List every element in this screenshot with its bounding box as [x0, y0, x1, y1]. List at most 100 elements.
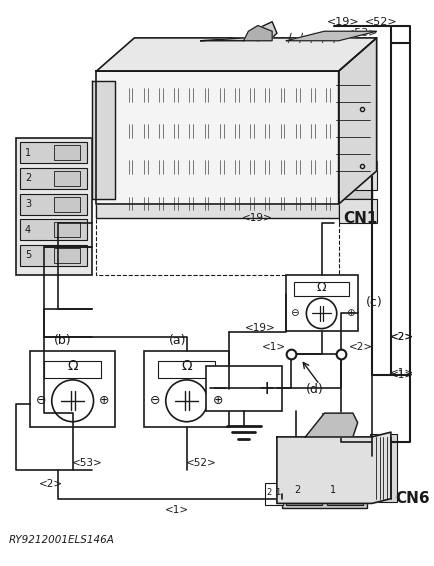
Bar — [307, 153, 319, 181]
Bar — [171, 189, 182, 217]
Text: <53>: <53> — [346, 28, 378, 38]
Bar — [201, 80, 212, 109]
Text: <2>: <2> — [390, 332, 414, 342]
Bar — [247, 117, 258, 145]
Bar — [54, 171, 80, 186]
Polygon shape — [277, 432, 391, 503]
Bar — [96, 147, 114, 168]
Bar — [216, 117, 227, 145]
Bar — [307, 80, 319, 109]
Text: 4: 4 — [25, 225, 31, 235]
Bar — [292, 153, 303, 181]
Bar — [322, 413, 349, 424]
Bar — [54, 145, 80, 160]
Text: <2>: <2> — [39, 479, 63, 490]
Text: <1>: <1> — [262, 342, 286, 351]
Bar — [96, 199, 339, 218]
Text: (d): (d) — [306, 383, 324, 396]
Text: (b): (b) — [54, 333, 72, 346]
Text: <1>: <1> — [390, 368, 414, 378]
Text: 2: 2 — [266, 487, 272, 496]
Circle shape — [166, 380, 207, 422]
Polygon shape — [286, 31, 377, 41]
Bar — [339, 161, 377, 190]
Text: −: − — [212, 379, 228, 398]
Text: ⊖: ⊖ — [36, 395, 46, 408]
Text: <53>: <53> — [72, 457, 102, 468]
Bar — [186, 80, 197, 109]
Bar — [277, 153, 288, 181]
Bar — [286, 482, 322, 505]
Text: Ω: Ω — [67, 359, 78, 372]
Bar — [186, 189, 197, 217]
Bar — [155, 189, 167, 217]
Bar — [54, 196, 80, 212]
Bar — [322, 153, 334, 181]
Bar — [370, 434, 397, 503]
Bar — [286, 276, 358, 331]
Bar — [329, 423, 342, 432]
Polygon shape — [96, 71, 339, 204]
Bar — [155, 80, 167, 109]
Text: 1: 1 — [275, 487, 280, 496]
Text: <1>: <1> — [165, 505, 189, 515]
Bar — [125, 117, 136, 145]
Bar — [247, 189, 258, 217]
Bar — [327, 482, 363, 505]
Bar — [292, 189, 303, 217]
Text: 2: 2 — [25, 174, 31, 183]
Bar — [140, 117, 151, 145]
Text: ⊕: ⊕ — [99, 395, 109, 408]
Bar — [262, 153, 273, 181]
Text: CN1: CN1 — [343, 211, 378, 226]
Bar — [206, 366, 282, 411]
Bar — [277, 80, 288, 109]
Bar — [292, 80, 303, 109]
Text: 1: 1 — [25, 148, 31, 158]
Polygon shape — [339, 38, 377, 204]
Bar — [294, 282, 349, 296]
Text: <52>: <52> — [365, 17, 398, 27]
Text: (c): (c) — [365, 295, 382, 308]
Bar — [186, 153, 197, 181]
Bar — [247, 153, 258, 181]
Bar — [125, 80, 136, 109]
Bar — [20, 220, 87, 240]
Bar — [140, 189, 151, 217]
Circle shape — [306, 298, 337, 329]
Bar — [231, 80, 243, 109]
Polygon shape — [92, 80, 115, 199]
Text: <19>: <19> — [327, 17, 360, 27]
Bar — [266, 482, 283, 505]
Bar — [125, 189, 136, 217]
Bar — [201, 117, 212, 145]
Bar — [322, 189, 334, 217]
Bar — [171, 117, 182, 145]
Bar — [20, 168, 87, 189]
Text: ⊕: ⊕ — [345, 308, 355, 319]
Bar — [247, 80, 258, 109]
Bar — [186, 117, 197, 145]
Bar — [144, 351, 230, 427]
Bar — [54, 222, 80, 237]
Bar — [125, 153, 136, 181]
Bar — [262, 117, 273, 145]
Bar — [322, 80, 334, 109]
Polygon shape — [201, 22, 277, 41]
Bar — [140, 153, 151, 181]
Text: Ω: Ω — [317, 281, 326, 294]
Bar — [44, 361, 101, 378]
Bar — [96, 71, 339, 276]
Text: <2>: <2> — [349, 342, 372, 351]
Bar — [140, 80, 151, 109]
Bar — [201, 153, 212, 181]
Bar — [216, 153, 227, 181]
Text: <2>: <2> — [390, 332, 414, 342]
Text: 5: 5 — [25, 250, 31, 260]
Bar — [201, 189, 212, 217]
Text: Ω: Ω — [181, 359, 192, 372]
Bar — [292, 117, 303, 145]
Bar — [322, 117, 334, 145]
Bar — [307, 189, 319, 217]
Text: CN6: CN6 — [396, 491, 430, 506]
